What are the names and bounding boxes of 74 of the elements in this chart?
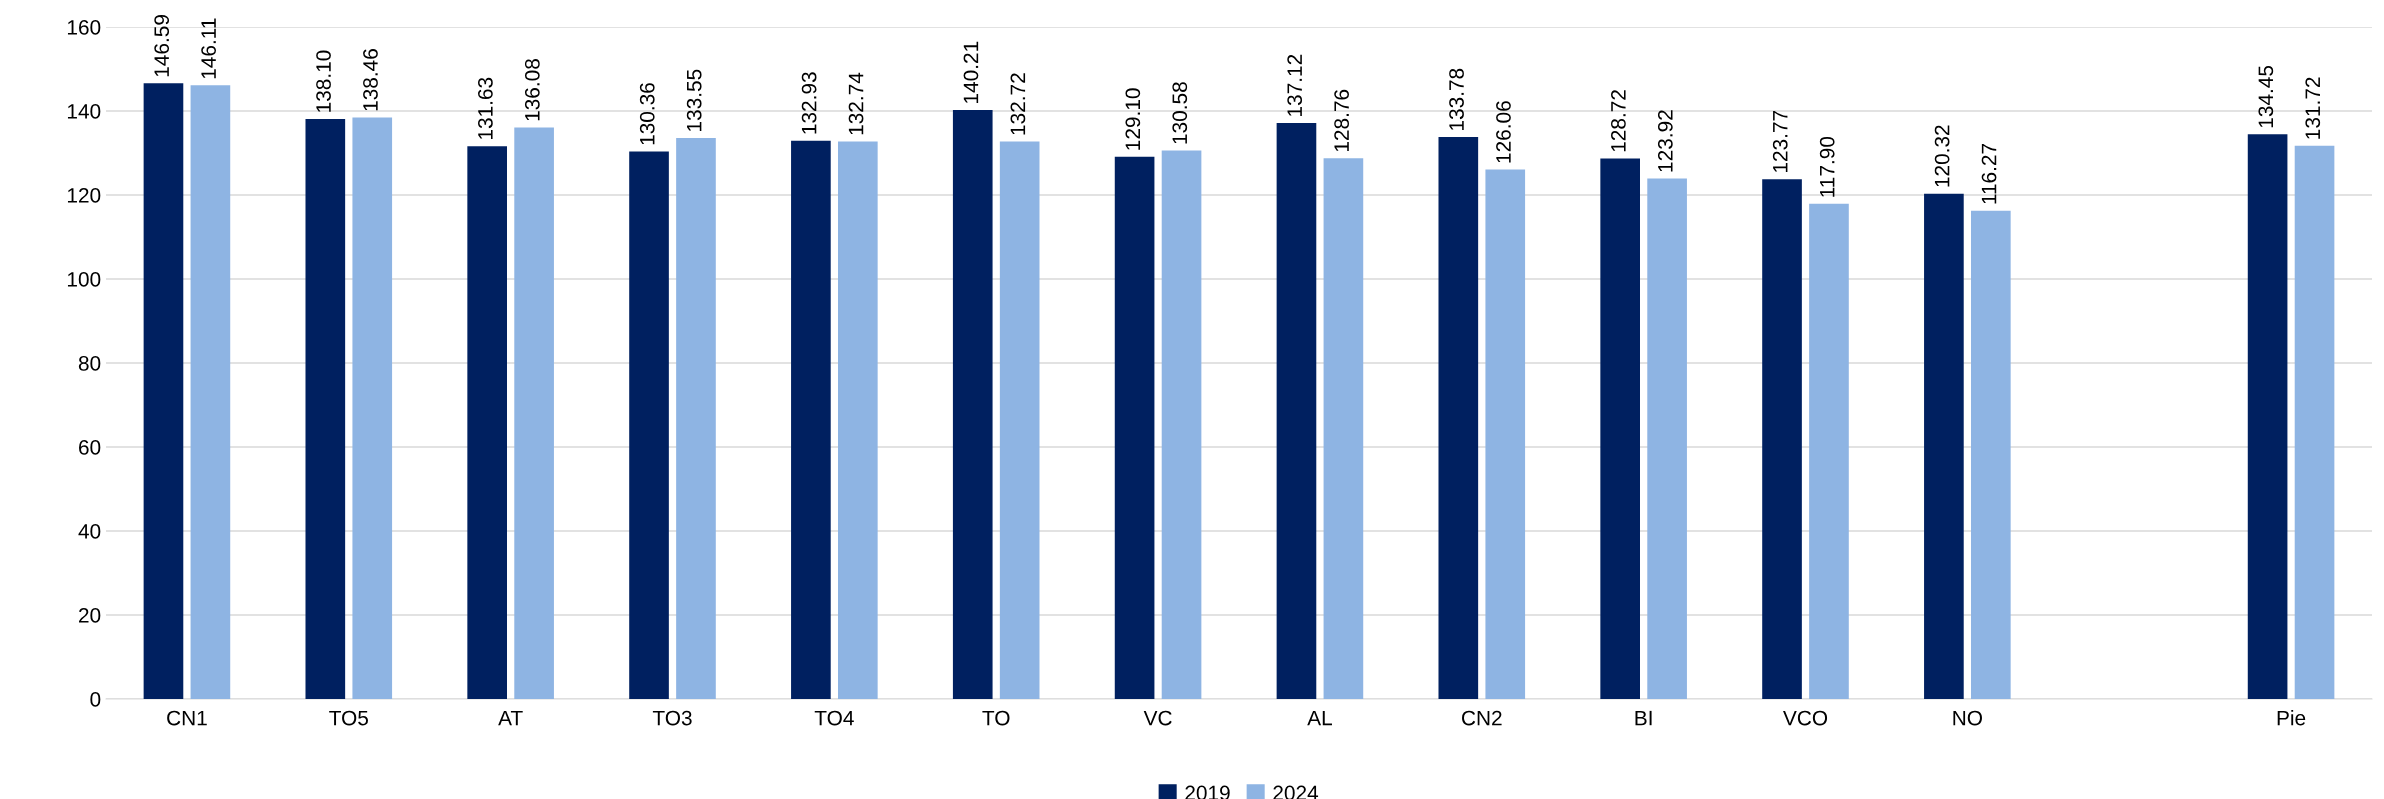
data-label: 131.63 <box>478 77 493 140</box>
bar <box>2294 145 2335 699</box>
x-tick-label: AL <box>1307 710 1332 726</box>
data-label: 128.72 <box>1611 90 1626 152</box>
bar <box>190 85 231 699</box>
bar <box>999 141 1040 699</box>
y-tick-label: 60 <box>79 440 101 455</box>
bar <box>1114 156 1155 699</box>
bar <box>1924 193 1964 699</box>
data-label: 128.76 <box>1334 89 1349 152</box>
data-label: 130.58 <box>1172 82 1188 144</box>
bar <box>514 127 554 699</box>
x-tick-label: VC <box>1143 710 1172 726</box>
y-tick-label: 160 <box>67 20 101 35</box>
y-tick-label: 100 <box>67 272 101 287</box>
bar <box>1762 179 1802 699</box>
data-label: 138.10 <box>316 50 331 112</box>
bar <box>1276 123 1317 699</box>
bar <box>2247 134 2288 699</box>
x-tick-label: TO <box>982 710 1010 726</box>
y-tick-label: 0 <box>90 692 101 707</box>
bar <box>1971 210 2011 699</box>
data-label: 117.90 <box>1819 136 1835 197</box>
x-tick-label: TO3 <box>652 710 692 726</box>
bar <box>143 83 184 699</box>
bar <box>629 151 669 699</box>
bar <box>791 140 831 699</box>
bar <box>952 110 993 699</box>
data-label: 146.11 <box>201 18 216 79</box>
bar <box>1161 150 1202 699</box>
bar <box>305 118 346 699</box>
data-label: 129.10 <box>1125 88 1141 150</box>
data-label: 134.45 <box>2258 65 2274 128</box>
y-tick-label: 140 <box>67 104 101 119</box>
y-tick-label: 40 <box>78 524 101 539</box>
data-label: 120.32 <box>1934 125 1950 187</box>
x-tick-label: AT <box>498 710 523 726</box>
data-label: 136.08 <box>524 59 540 121</box>
data-label: 132.72 <box>1010 73 1026 135</box>
x-tick-label: TO4 <box>814 710 854 726</box>
x-tick-label: CN1 <box>167 710 207 726</box>
data-label: 132.74 <box>848 72 864 135</box>
y-tick-label: 120 <box>67 188 101 203</box>
data-label: 116.27 <box>1981 143 1997 204</box>
bar <box>352 117 393 699</box>
bar <box>676 138 716 699</box>
data-label: 132.93 <box>801 72 817 134</box>
data-label: 131.72 <box>2305 77 2321 139</box>
y-tick-label: 20 <box>79 608 101 623</box>
x-tick-label: Pie <box>2277 710 2306 726</box>
bar <box>1647 178 1687 699</box>
data-label: 138.46 <box>363 49 378 111</box>
x-tick-label: CN2 <box>1462 710 1502 726</box>
data-label: 126.06 <box>1496 101 1511 163</box>
data-label: 130.36 <box>639 83 655 145</box>
bar <box>467 146 507 699</box>
bar <box>1600 158 1640 699</box>
data-label: 133.55 <box>686 69 702 131</box>
bar <box>1485 169 1526 699</box>
data-label: 133.78 <box>1449 68 1464 130</box>
y-tick-label: 80 <box>78 356 101 371</box>
x-tick-label: BI <box>1635 710 1652 726</box>
data-label: 140.21 <box>963 41 979 103</box>
bar <box>1323 158 1364 699</box>
x-tick-label: VCO <box>1783 710 1828 726</box>
data-label: 123.92 <box>1657 110 1673 172</box>
x-tick-label: TO5 <box>329 710 368 726</box>
data-label: 123.77 <box>1772 110 1788 173</box>
x-tick-label: NO <box>1953 710 1982 726</box>
bar <box>838 141 878 699</box>
data-label: 146.59 <box>154 15 170 77</box>
bar <box>1438 137 1479 699</box>
bar <box>1809 203 1849 699</box>
data-label: 137.12 <box>1287 54 1303 116</box>
